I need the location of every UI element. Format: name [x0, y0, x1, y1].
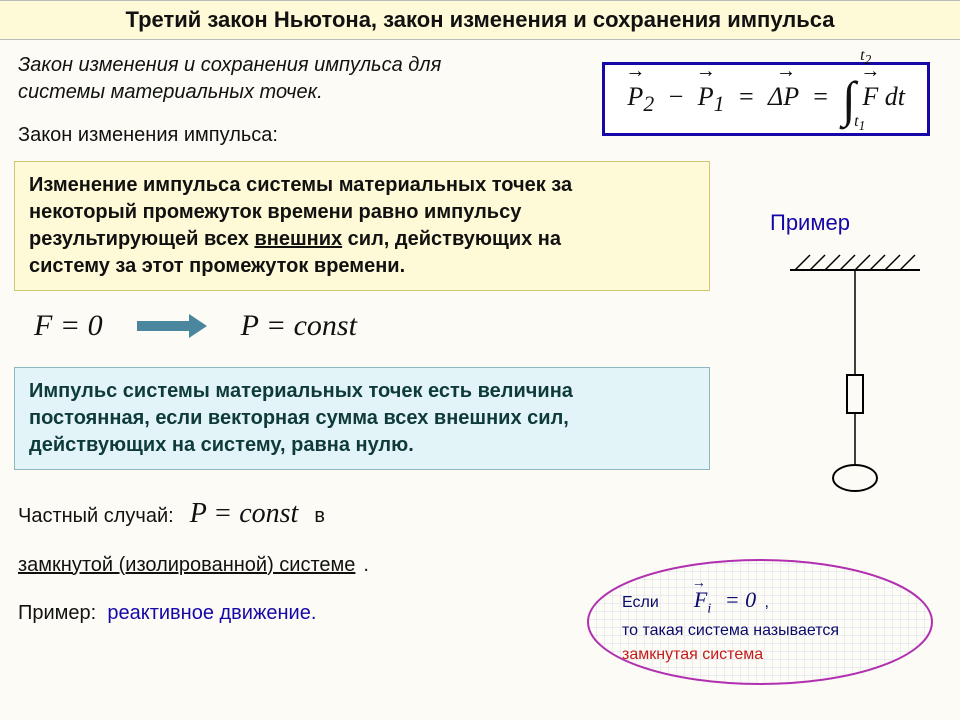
conserv-line2: постоянная, если векторная сумма всех вн…: [29, 407, 569, 429]
law-line3a: результирующей всех: [29, 228, 254, 250]
example-label: Пример: [770, 210, 850, 236]
bubble-eq0: = 0: [721, 587, 760, 612]
conservation-box: Импульс системы материальных точек есть …: [14, 367, 710, 470]
implies-arrow-icon: [137, 318, 207, 334]
eq-eq2: =: [812, 82, 830, 111]
closed-system-bubble: Если → Fi = 0 , то такая система называе…: [580, 555, 940, 690]
formula-F0: F = 0: [34, 309, 103, 343]
special-pconst: P = const: [182, 494, 307, 535]
eq-dP: ΔP: [768, 82, 799, 111]
law-line4: систему за этот промежуток времени.: [29, 255, 405, 277]
intro-line1: Закон изменения и сохранения импульса дл…: [18, 54, 441, 76]
eq-int-lower-sub: 1: [859, 118, 866, 133]
formula-Pconst: P = const: [241, 309, 357, 343]
example2-text: реактивное движение.: [107, 602, 316, 624]
law-statement-box: Изменение импульса системы материальных …: [14, 161, 710, 291]
eq-dt: dt: [885, 82, 905, 111]
special-in: в: [314, 502, 325, 531]
pendulum-diagram: [770, 250, 940, 500]
eq-P2: P: [627, 82, 643, 111]
page-title: Третий закон Ньютона, закон изменения и …: [0, 0, 960, 40]
eq-sub1: 1: [714, 92, 725, 116]
intro-text: Закон изменения и сохранения импульса дл…: [0, 40, 520, 106]
conserv-line1: Импульс системы материальных точек есть …: [29, 380, 573, 402]
bubble-comma: ,: [765, 594, 769, 611]
special-closed: замкнутой (изолированной) системе: [18, 551, 355, 580]
bubble-line3: замкнутая система: [622, 646, 763, 663]
special-label: Частный случай:: [18, 502, 174, 531]
bubble-line2: то такая система называется: [622, 622, 839, 639]
special-dot: .: [363, 551, 369, 580]
eq-F: F: [862, 82, 878, 111]
eq-eq1: =: [737, 82, 755, 111]
bubble-if: Если: [622, 594, 659, 611]
special-case: Частный случай: P = const в замкнутой (и…: [0, 470, 560, 580]
eq-minus: −: [667, 82, 685, 111]
intro-line2: системы материальных точек.: [18, 81, 323, 103]
eq-P1: P: [698, 82, 714, 111]
eq-sub2: 2: [643, 92, 654, 116]
conserv-line3: действующих на систему, равна нулю.: [29, 434, 414, 456]
law-line3c: сил, действующих на: [342, 228, 561, 250]
law-line1: Изменение импульса системы материальных …: [29, 174, 572, 196]
impulse-equation-box: → P2 − → P1 = → ΔP = t2 ∫ t1 → F dt: [602, 62, 930, 136]
law-line2: некоторый промежуток времени равно импул…: [29, 201, 521, 223]
law-external: внешних: [254, 228, 342, 250]
bubble-Fi-sub: i: [707, 601, 711, 616]
example2-label: Пример:: [18, 602, 96, 624]
bubble-content: Если → Fi = 0 , то такая система называе…: [622, 583, 912, 667]
